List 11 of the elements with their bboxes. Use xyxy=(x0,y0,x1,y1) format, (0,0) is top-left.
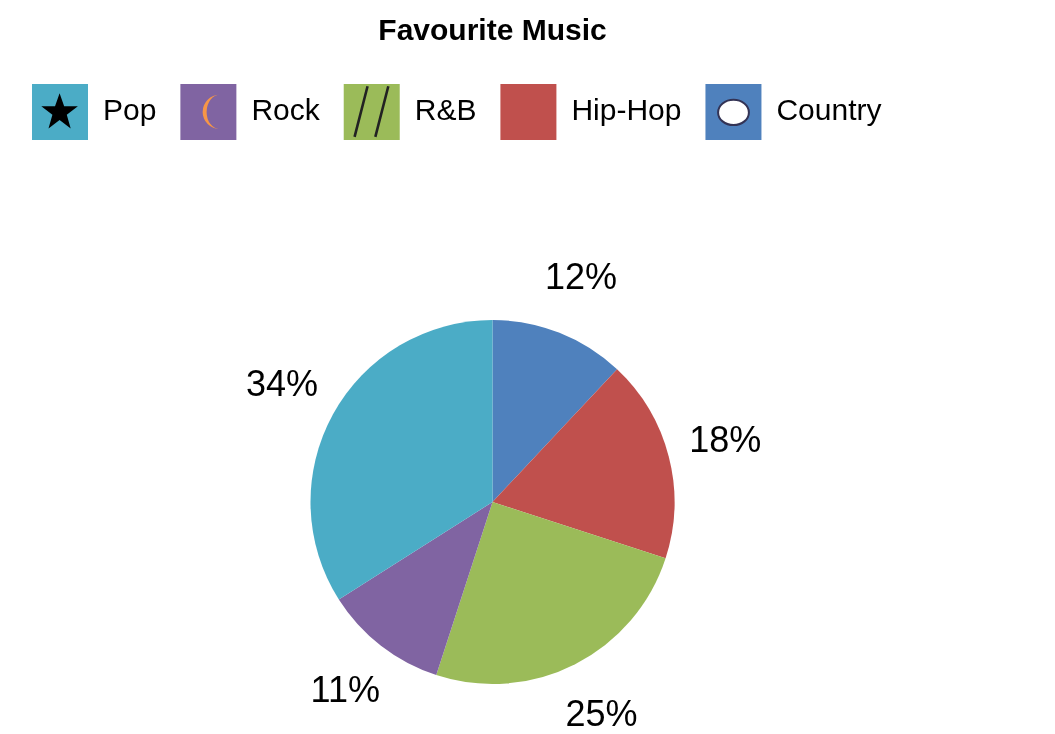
chart-title: Favourite Music xyxy=(378,13,607,47)
legend-label: Hip-Hop xyxy=(571,93,682,127)
data-label: 25% xyxy=(565,692,638,734)
data-label: 18% xyxy=(689,419,762,461)
data-label: 12% xyxy=(544,255,617,297)
data-label: 34% xyxy=(245,363,319,405)
legend-label: R&B xyxy=(414,93,477,127)
legend-label: Country xyxy=(776,93,882,127)
legend-label: Pop xyxy=(103,93,157,127)
legend-label: Rock xyxy=(251,93,321,127)
data-label: 11% xyxy=(310,668,380,710)
